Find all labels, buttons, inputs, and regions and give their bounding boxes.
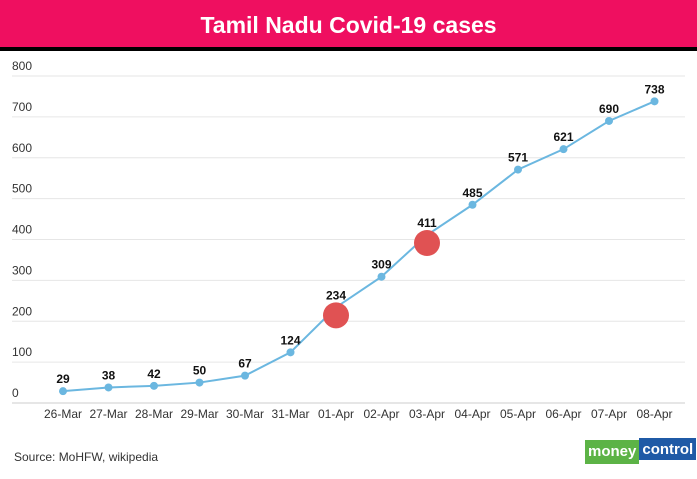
x-tick-label: 26-Mar [44,407,82,421]
data-label: 571 [508,151,528,165]
x-tick-label: 27-Mar [89,407,127,421]
x-tick-label: 01-Apr [318,407,354,421]
y-tick-label: 400 [12,223,32,237]
logo-part1: money [585,440,640,464]
y-tick-label: 500 [12,182,32,196]
data-label: 738 [644,82,664,96]
data-point [195,378,204,387]
data-label: 50 [193,364,207,378]
data-point [468,200,477,209]
moneycontrol-logo: money control [585,438,697,464]
y-tick-label: 100 [12,345,32,359]
series-line [62,100,655,393]
x-tick-label: 07-Apr [591,407,627,421]
y-tick-label: 200 [12,304,32,318]
data-point [241,371,249,380]
x-tick-label: 31-Mar [271,407,309,421]
x-tick-label: 05-Apr [500,407,536,421]
x-tick-label: 03-Apr [409,407,445,421]
data-point [59,387,67,396]
y-tick-label: 0 [12,386,19,400]
y-tick-label: 800 [12,59,32,73]
data-point [104,383,113,392]
data-point [559,145,568,154]
data-label: 309 [371,258,391,272]
x-tick-label: 02-Apr [363,407,399,421]
data-point [605,116,613,125]
data-label: 234 [326,288,346,302]
x-tick-label: 29-Mar [180,407,218,421]
data-point [150,381,158,390]
y-tick-label: 300 [12,263,32,277]
data-label: 690 [599,102,619,116]
highlight-marker [414,230,440,257]
data-point [650,97,659,106]
data-label: 621 [553,130,573,144]
x-tick-label: 08-Apr [636,407,672,421]
x-tick-label: 30-Mar [226,407,264,421]
data-label: 485 [462,186,482,200]
y-tick-label: 700 [12,100,32,114]
x-tick-label: 28-Mar [135,407,173,421]
data-label: 124 [280,333,300,347]
chart-title: Tamil Nadu Covid-19 cases [0,0,697,47]
highlight-marker [323,302,349,329]
data-point [286,348,295,357]
source-note: Source: MoHFW, wikipedia [14,450,159,464]
data-label: 29 [56,372,70,386]
data-point [377,272,386,281]
data-label: 38 [102,368,116,382]
x-tick-label: 06-Apr [545,407,581,421]
data-label: 67 [238,357,252,371]
logo-part2: control [639,438,697,460]
x-tick-label: 04-Apr [454,407,490,421]
data-point [514,165,522,174]
data-label: 411 [417,216,437,230]
data-label: 42 [147,367,161,381]
header-divider [0,47,697,51]
y-tick-label: 600 [12,141,32,155]
